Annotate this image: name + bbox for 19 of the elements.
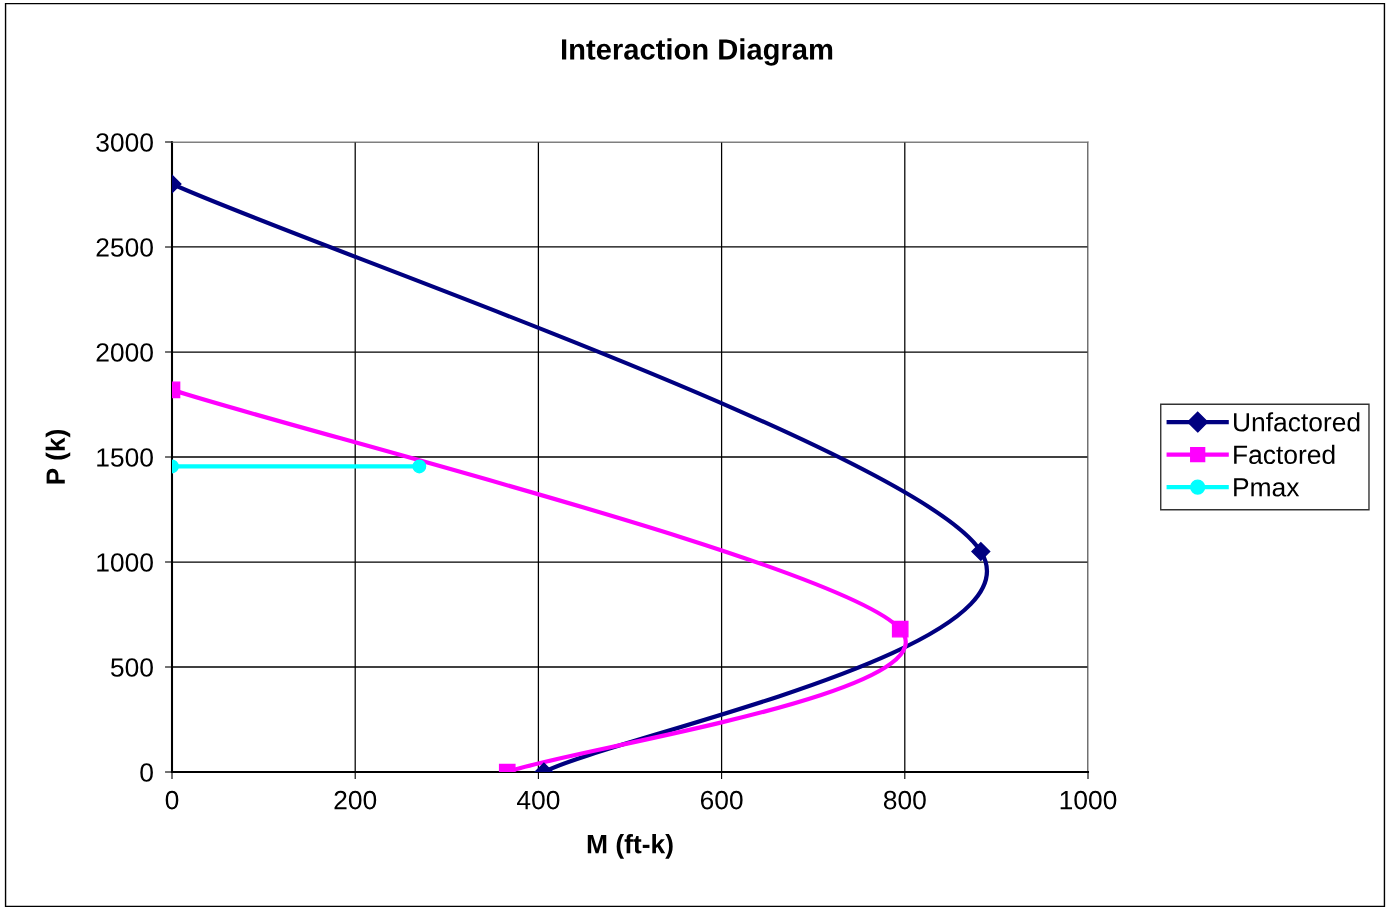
legend-label: Unfactored [1234, 412, 1360, 432]
x-tick-label: 200 [334, 790, 377, 810]
y-tick-label: 0 [140, 763, 153, 782]
legend-label: Factored [1234, 444, 1335, 465]
y-tick-label: 500 [110, 658, 153, 677]
y-tick-label: 1500 [97, 448, 153, 467]
y-tick-label: 2000 [96, 343, 153, 362]
x-tick-label: 600 [700, 790, 743, 810]
x-tick-label: 0 [165, 790, 179, 810]
y-axis-title: P (k) [45, 429, 71, 484]
y-tick-label: 3000 [96, 133, 153, 152]
y-tick-label: 1000 [97, 553, 153, 572]
x-tick-label: 1000 [1060, 790, 1117, 810]
legend-label: Pmax [1234, 478, 1300, 497]
x-axis-title: M (ft-k) [587, 834, 673, 859]
x-tick-label: 400 [516, 790, 560, 810]
y-tick-label: 2500 [96, 238, 153, 257]
x-tick-label: 800 [883, 790, 926, 810]
chart-title: Interaction Diagram [562, 38, 833, 66]
